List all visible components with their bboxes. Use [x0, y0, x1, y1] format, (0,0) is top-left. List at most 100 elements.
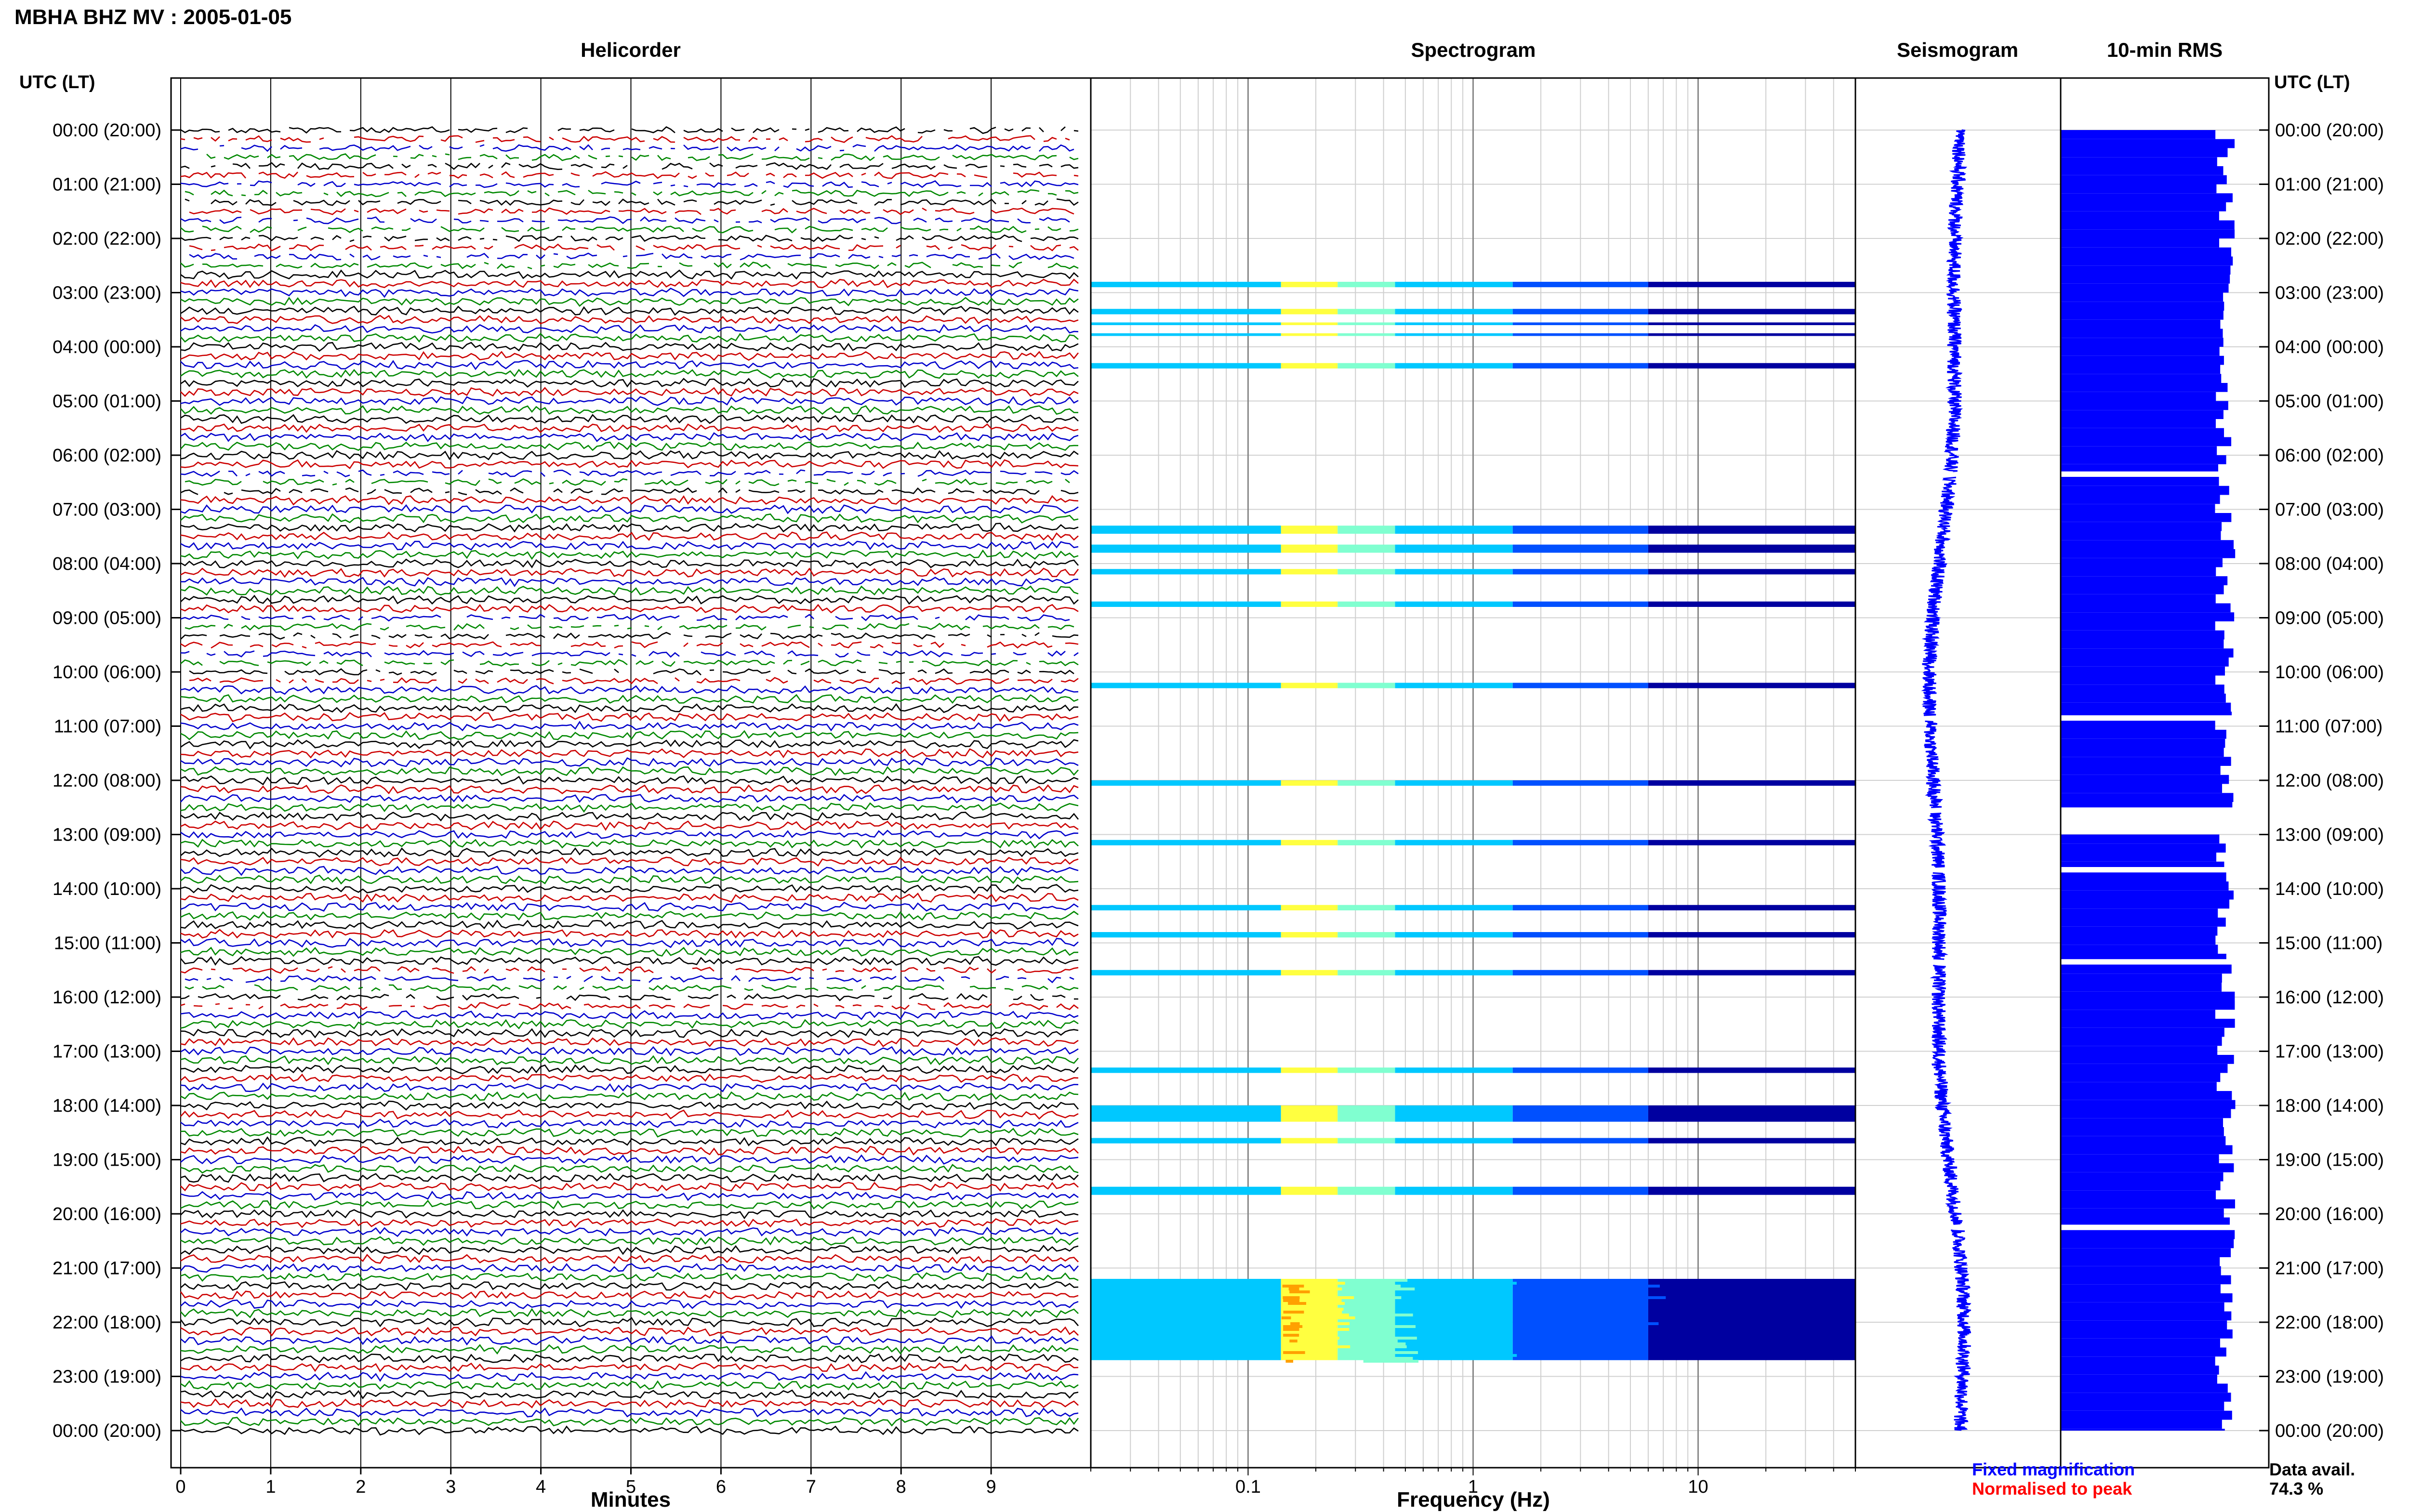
helicorder-trace	[180, 1218, 1079, 1228]
time-label-left: 16:00 (12:00)	[53, 987, 161, 1008]
spectrogram-band	[1395, 1186, 1513, 1195]
helicorder-trace	[180, 396, 1079, 406]
rms-bar	[2061, 229, 2235, 238]
spectrogram-band	[1281, 322, 1338, 325]
rms-bar	[2061, 594, 2216, 604]
time-label-right: 16:00 (12:00)	[2275, 987, 2384, 1008]
helicorder-trace	[180, 1317, 1079, 1328]
rms-bar	[2061, 437, 2232, 447]
helicorder-trace	[180, 495, 1079, 506]
time-label-left: 13:00 (09:00)	[53, 825, 161, 845]
time-label-right: 18:00 (14:00)	[2275, 1096, 2384, 1116]
helicorder-trace	[180, 1425, 1079, 1436]
panel-title-helicorder: Helicorder	[581, 39, 681, 61]
helicorder-trace	[180, 1407, 1079, 1418]
rms-bar	[2061, 793, 2234, 802]
helicorder-trace	[180, 1145, 1079, 1156]
spectrogram-band	[1512, 780, 1648, 786]
spectrogram-band	[1512, 309, 1648, 315]
rms-bar	[2061, 694, 2226, 703]
helicorder-trace	[180, 1398, 1079, 1409]
helicorder-trace	[180, 405, 1079, 415]
helicorder-trace	[180, 487, 1079, 496]
rms-bar	[2061, 1010, 2215, 1019]
spectrogram-texture	[1312, 1305, 1333, 1308]
spectrogram-band	[1395, 282, 1513, 288]
rms-bar	[2061, 211, 2219, 221]
helicorder-trace	[180, 585, 1079, 596]
helicorder-trace	[180, 441, 1079, 451]
helicorder-trace	[181, 577, 1079, 587]
helicorder-trace	[180, 775, 1079, 786]
rms-bar	[2061, 446, 2217, 455]
spectrogram-texture	[1548, 1290, 1610, 1293]
spectrogram-band	[1281, 1138, 1338, 1144]
helicorder-trace	[180, 1109, 1079, 1120]
rms-bar	[2061, 675, 2216, 685]
helicorder-trace	[180, 1253, 1079, 1264]
helicorder-trace	[180, 712, 1079, 723]
spectrogram-band	[1337, 840, 1395, 845]
rms-bar	[2061, 648, 2234, 657]
spectrogram-band	[1512, 1105, 1648, 1122]
time-label-left: 08:00 (04:00)	[53, 554, 161, 574]
rms-bar	[2061, 1118, 2224, 1127]
rms-bar	[2061, 166, 2224, 175]
rms-bar	[2061, 1338, 2220, 1348]
rms-bar	[2061, 302, 2224, 311]
time-label-right: 08:00 (04:00)	[2275, 554, 2384, 574]
spectrogram-texture	[1309, 1296, 1354, 1299]
rms-bar	[2061, 766, 2221, 775]
rms-bar	[2061, 1109, 2231, 1118]
helicorder-trace	[180, 650, 1079, 658]
rms-bar	[2061, 1073, 2221, 1082]
spectrogram-texture	[1544, 1311, 1612, 1314]
helicorder-trace	[180, 269, 1079, 280]
helicorder-trace	[180, 1326, 1079, 1337]
spectrogram-band	[1281, 569, 1338, 575]
spectrogram-texture	[1545, 1279, 1602, 1282]
helicorder-trace	[180, 604, 1079, 614]
spectrogram-texture	[1359, 1334, 1394, 1337]
spectrogram-band	[1648, 309, 1855, 315]
rms-bar	[2061, 265, 2231, 275]
time-label-left: 19:00 (15:00)	[53, 1150, 161, 1170]
helicorder-trace	[180, 1136, 1079, 1147]
time-label-left: 23:00 (19:00)	[53, 1367, 161, 1387]
helicorder-trace	[180, 1082, 1079, 1092]
helicorder-trace	[180, 1245, 1079, 1255]
freq-tick-label: 1	[1468, 1477, 1478, 1497]
helicorder-trace	[180, 1064, 1079, 1075]
helicorder-trace	[180, 1019, 1079, 1030]
spectrogram-band	[1337, 333, 1395, 336]
helicorder-trace	[180, 1335, 1079, 1346]
helicorder-trace	[180, 297, 1079, 307]
spectrogram-texture	[1288, 1302, 1307, 1305]
helicorder-trace	[180, 730, 1079, 740]
spectrogram-texture	[1310, 1299, 1342, 1302]
helicorder-trace	[180, 847, 1079, 858]
spectrogram-band	[1512, 544, 1648, 553]
rms-bar	[2061, 1199, 2235, 1209]
helicorder-trace	[180, 766, 1079, 776]
helicorder-trace	[180, 1010, 1079, 1020]
rms-bar	[2061, 639, 2224, 649]
rms-bar	[2061, 1172, 2224, 1182]
helicorder-trace	[180, 225, 1079, 234]
helicorder-trace	[180, 1389, 1079, 1400]
helicorder-trace	[180, 1028, 1079, 1039]
spectrogram-band	[1395, 1105, 1513, 1122]
spectrogram-texture	[1288, 1288, 1299, 1290]
spectrogram-band	[1091, 683, 1281, 688]
helicorder-traces	[180, 126, 1079, 1436]
minute-tick-label: 8	[896, 1477, 906, 1497]
spectrogram-texture	[1307, 1302, 1345, 1305]
spectrogram-band	[1512, 840, 1648, 845]
time-axis-labels: 00:00 (20:00) 00:00 (20:00) 01:00 (21:00) 0…	[53, 120, 2384, 1441]
panel-title-rms: 10-min RMS	[2107, 39, 2223, 61]
seismogram-frame	[1854, 77, 2062, 1469]
helicorder-trace	[180, 278, 1079, 289]
spectrogram-band	[1395, 683, 1513, 688]
helicorder-trace	[180, 332, 1079, 343]
rms-bar	[2061, 495, 2220, 504]
